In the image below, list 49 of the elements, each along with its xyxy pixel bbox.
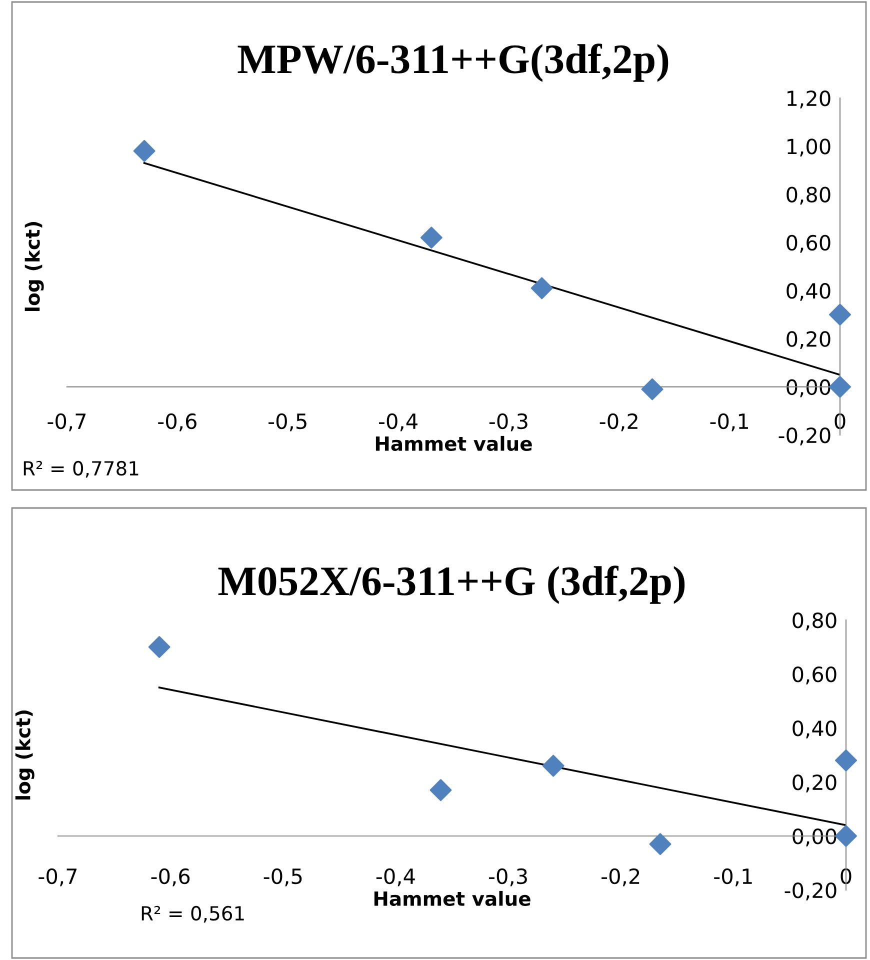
y-tick-label: -0,20 — [778, 427, 830, 446]
y-axis-title: log (kct) — [24, 222, 44, 311]
point — [133, 140, 156, 162]
y-tick-label: 0,00 — [786, 379, 830, 398]
y-tick-label: 1,00 — [788, 138, 830, 156]
x-tick-label: -0,7 — [48, 413, 86, 432]
chart-title: M052X/6-311++G (3df,2p) — [218, 566, 685, 604]
x-tick-label: -0,2 — [600, 413, 638, 432]
x-tick-label: -0,1 — [714, 868, 752, 886]
x-tick-label: 0 — [840, 868, 852, 884]
point — [430, 779, 452, 802]
y-tick-label: 0,80 — [792, 612, 836, 630]
x-tick-label: -0,5 — [268, 413, 306, 432]
x-tick-label: -0,4 — [378, 413, 418, 432]
y-tick-label: 0,80 — [786, 186, 830, 205]
x-tick-label: -0,6 — [151, 868, 190, 886]
x-tick-label: -0,3 — [488, 868, 527, 886]
point — [835, 825, 857, 847]
x-axis-title: Hammet value — [374, 890, 530, 906]
y-tick-label: 0,20 — [792, 774, 836, 792]
point — [835, 749, 857, 772]
y-tick-label: 0,60 — [792, 666, 836, 684]
y-tick-label: 0,40 — [792, 720, 836, 738]
y-tick-label: 0,60 — [786, 234, 830, 253]
x-tick-label: -0,5 — [264, 868, 302, 886]
x-tick-label: -0,4 — [376, 868, 415, 886]
y-axis-title: log (kct) — [15, 710, 34, 800]
text: R² = 0,7781 — [24, 460, 138, 478]
x-axis-title: Hammet value — [376, 436, 532, 451]
point — [829, 304, 851, 326]
point — [420, 226, 442, 249]
point — [542, 754, 564, 777]
x-tick-label: -0,2 — [602, 868, 640, 886]
point — [641, 378, 664, 400]
x-tick-label: -0,3 — [489, 413, 528, 432]
point — [530, 277, 553, 300]
point — [649, 833, 672, 856]
point — [829, 376, 851, 398]
x-tick-label: -0,7 — [38, 868, 77, 886]
x-tick-label: 0 — [834, 413, 846, 430]
y-tick-label: 0,40 — [786, 283, 830, 301]
y-tick-label: 0,20 — [786, 331, 830, 350]
y-tick-label: -0,20 — [784, 882, 836, 900]
x-tick-label: -0,1 — [710, 413, 748, 432]
chart-title: MPW/6-311++G(3df,2p) — [238, 44, 668, 82]
y-tick-label: 1,20 — [788, 90, 830, 108]
text: R² = 0,561 — [142, 906, 244, 923]
point — [148, 636, 170, 658]
x-tick-label: -0,6 — [158, 413, 196, 432]
